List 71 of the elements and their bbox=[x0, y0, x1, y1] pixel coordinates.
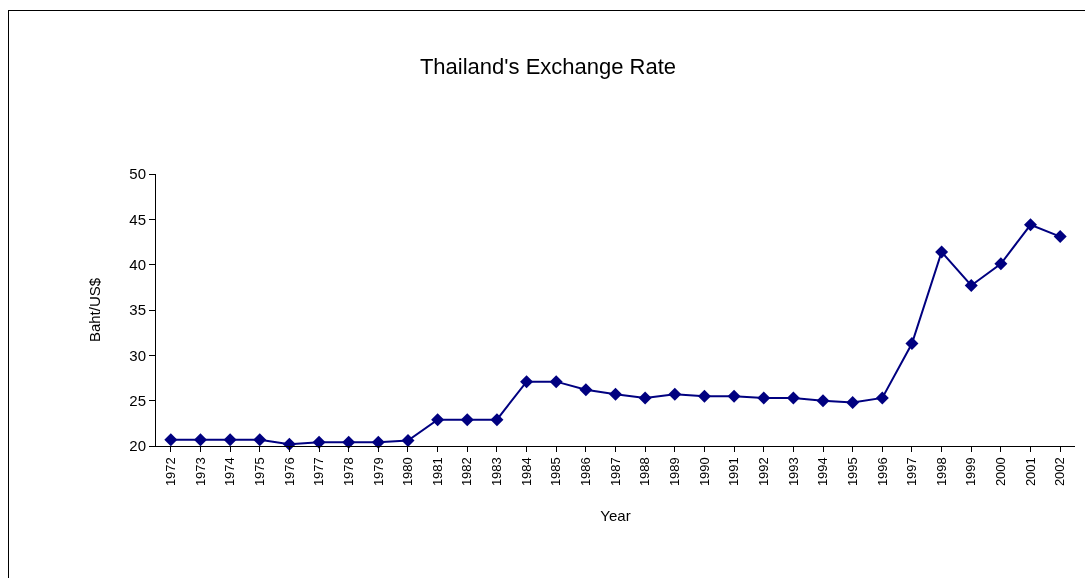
x-tick-label: 1977 bbox=[311, 457, 327, 487]
x-tick-label: 1995 bbox=[844, 457, 860, 487]
chart-title: Thailand's Exchange Rate bbox=[419, 54, 677, 80]
x-tick-label: 1978 bbox=[340, 457, 356, 487]
x-tick-label: 2002 bbox=[1052, 457, 1068, 487]
x-tick-label: 2000 bbox=[993, 457, 1009, 487]
point bbox=[697, 389, 711, 403]
x-tick-label: 1997 bbox=[904, 457, 920, 487]
x-tick-label: 1993 bbox=[785, 457, 801, 487]
x-tick-label: 1998 bbox=[933, 457, 949, 487]
point bbox=[371, 435, 385, 449]
y-tick-label: 45 bbox=[129, 210, 146, 228]
x-tick-label: 1976 bbox=[281, 457, 297, 487]
x-tick-label: 1991 bbox=[726, 457, 742, 487]
x-tick-label: 1988 bbox=[637, 457, 653, 487]
x-tick-label: 1975 bbox=[251, 457, 267, 487]
x-tick-label: 2001 bbox=[1022, 457, 1038, 487]
point bbox=[460, 413, 474, 427]
x-tick-label: 1983 bbox=[489, 457, 505, 487]
x-tick-label: 1990 bbox=[696, 457, 712, 487]
x-tick-label: 1989 bbox=[667, 457, 683, 487]
point bbox=[609, 387, 622, 401]
x-tick-label: 1999 bbox=[963, 457, 979, 487]
x-tick-label: 1994 bbox=[815, 457, 831, 487]
x-tick-label: 1981 bbox=[429, 457, 445, 487]
y-axis-title: Baht/US$ bbox=[85, 277, 103, 343]
y-tick-label: 40 bbox=[129, 255, 146, 273]
point bbox=[164, 433, 178, 447]
x-tick-label: 1974 bbox=[222, 457, 238, 487]
x-tick-label: 1984 bbox=[518, 457, 534, 487]
point bbox=[490, 413, 504, 427]
y-tick-label: 25 bbox=[129, 391, 146, 409]
point bbox=[223, 433, 237, 447]
y-tick-label: 50 bbox=[129, 165, 146, 183]
x-axis-title: Year bbox=[600, 507, 631, 525]
point bbox=[549, 375, 563, 389]
y-tick-label: 35 bbox=[129, 301, 146, 319]
x-tick-label: 1986 bbox=[578, 457, 594, 487]
x-tick-label: 1979 bbox=[370, 457, 386, 487]
point bbox=[193, 433, 207, 447]
x-tick-label: 1982 bbox=[459, 457, 475, 487]
x-tick-label: 1972 bbox=[163, 457, 179, 487]
point bbox=[520, 375, 534, 389]
point bbox=[668, 387, 682, 401]
point bbox=[431, 413, 445, 427]
point bbox=[727, 389, 741, 403]
point bbox=[401, 434, 415, 448]
point bbox=[579, 383, 593, 397]
x-tick-label: 1973 bbox=[192, 457, 208, 487]
point bbox=[935, 245, 949, 259]
point bbox=[964, 279, 978, 293]
x-tick-label: 1987 bbox=[607, 457, 623, 487]
y-tick-label: 20 bbox=[129, 437, 146, 455]
x-tick-label: 1996 bbox=[874, 457, 890, 487]
x-tick-label: 1980 bbox=[400, 457, 416, 487]
point bbox=[1053, 230, 1067, 244]
point bbox=[816, 394, 830, 408]
point bbox=[638, 391, 652, 405]
point bbox=[994, 257, 1008, 271]
point bbox=[905, 337, 919, 351]
point bbox=[875, 391, 889, 405]
point bbox=[342, 435, 356, 449]
point bbox=[846, 395, 860, 409]
point bbox=[1024, 218, 1038, 232]
y-tick-label: 30 bbox=[129, 346, 146, 364]
point bbox=[253, 433, 267, 447]
point bbox=[786, 391, 800, 405]
point bbox=[312, 435, 326, 449]
x-tick-label: 1985 bbox=[548, 457, 564, 487]
point bbox=[757, 391, 771, 405]
x-tick-label: 1992 bbox=[755, 457, 771, 487]
